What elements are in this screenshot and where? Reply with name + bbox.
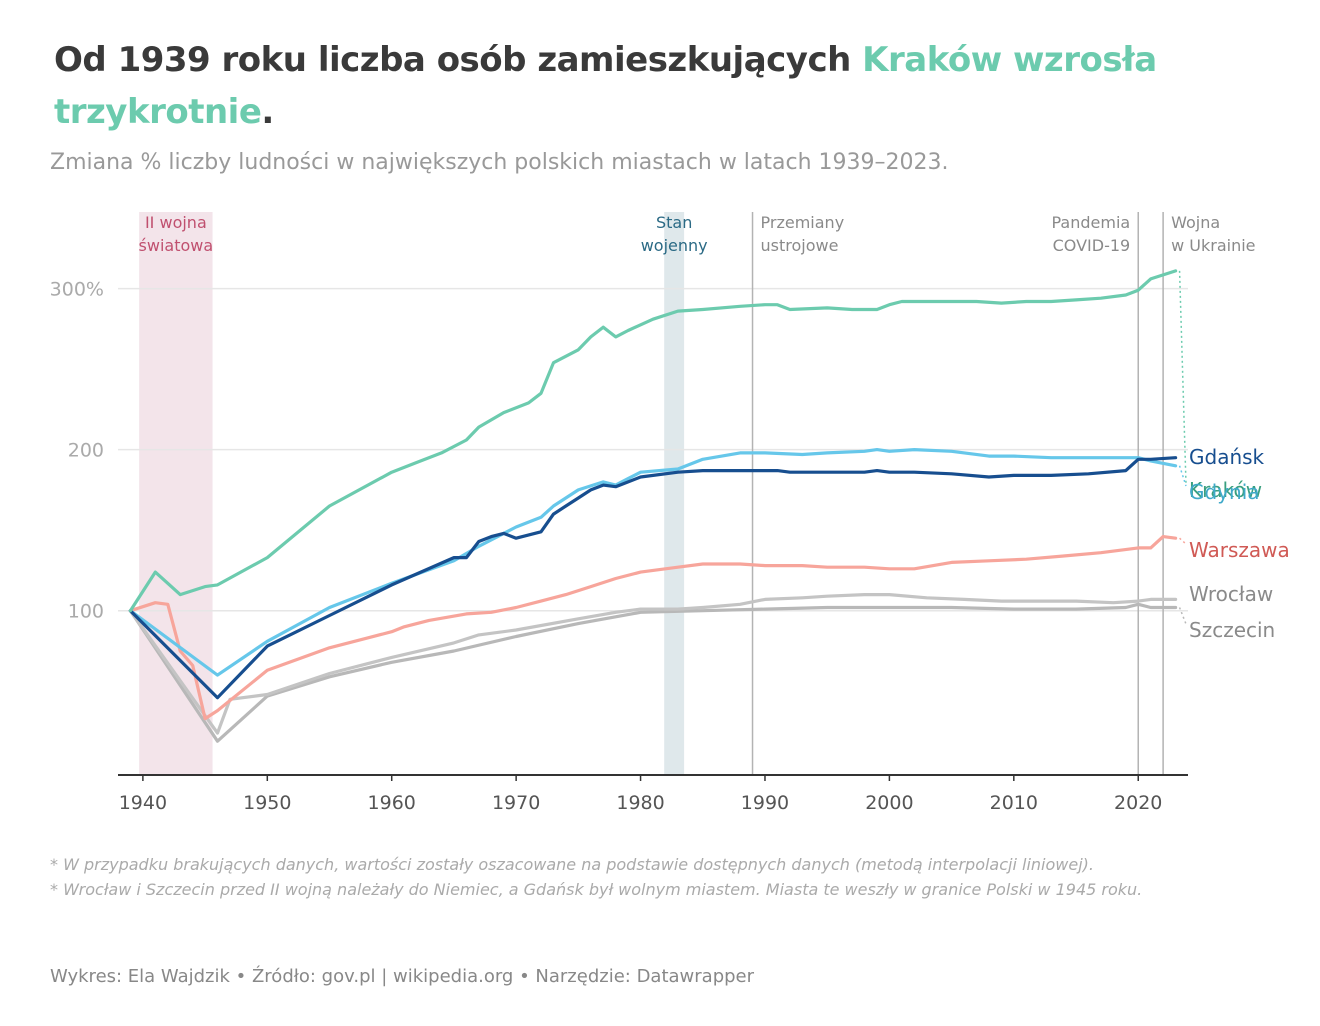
footnote-interpolation: * W przypadku brakujących danych, wartoś… xyxy=(50,855,1094,874)
title-part1: Od 1939 roku liczba osób zamieszkujących xyxy=(54,40,863,80)
y-tick-label: 300% xyxy=(50,279,104,301)
x-tick-label: 1980 xyxy=(616,792,664,814)
y-tick-label: 100 xyxy=(68,601,104,623)
series-line-wroclaw xyxy=(128,593,1178,735)
x-tick-label: 1940 xyxy=(119,792,167,814)
series-label-warszawa: Warszawa xyxy=(1189,538,1290,562)
title-part2: . xyxy=(261,92,274,132)
label-leader xyxy=(1178,465,1187,487)
range-label: Stan xyxy=(656,213,692,232)
range-label: wojenny xyxy=(641,236,708,255)
series-label-gdansk: Gdańsk xyxy=(1189,445,1265,469)
x-tick-label: 1960 xyxy=(368,792,416,814)
range-band xyxy=(664,212,685,775)
range-band xyxy=(139,212,213,775)
x-tick-label: 2000 xyxy=(865,792,913,814)
range-label: II wojna xyxy=(145,213,207,232)
series-line-krakow xyxy=(128,269,1178,613)
series-label-szczecin: Szczecin xyxy=(1189,618,1275,642)
x-tick-label: 1990 xyxy=(741,792,789,814)
series-label-krakow: Kraków xyxy=(1189,478,1262,502)
event-label: Przemiany xyxy=(761,213,845,232)
label-leader xyxy=(1178,270,1187,485)
event-label: w Ukrainie xyxy=(1171,236,1255,255)
credits: Wykres: Ela Wajdzik • Źródło: gov.pl | w… xyxy=(50,966,755,987)
event-label: Pandemia xyxy=(1052,213,1131,232)
footnote-borders: * Wrocław i Szczecin przed II wojną nale… xyxy=(50,880,1143,899)
event-label: Wojna xyxy=(1171,213,1220,232)
chart-subtitle: Zmiana % liczby ludności w największych … xyxy=(50,150,949,175)
x-tick-label: 1950 xyxy=(243,792,291,814)
series-label-gdynia: Gdynia xyxy=(1189,480,1260,504)
series-line-gdynia xyxy=(128,448,1178,677)
event-label: COVID-19 xyxy=(1053,236,1131,255)
range-label: światowa xyxy=(139,236,214,255)
footnotes: * W przypadku brakujących danych, wartoś… xyxy=(50,852,1200,902)
x-tick-label: 2020 xyxy=(1114,792,1162,814)
chart-title: Od 1939 roku liczba osób zamieszkujących… xyxy=(54,34,1254,138)
event-label: ustrojowe xyxy=(761,236,839,255)
series-line-szczecin xyxy=(128,602,1178,743)
x-tick-label: 1970 xyxy=(492,792,540,814)
title-highlight: Kraków wzrosła trzykrotnie xyxy=(54,40,1157,132)
series-line-warszawa xyxy=(128,535,1178,721)
y-tick-label: 200 xyxy=(68,440,104,462)
line-chart: II wojna światowa Stan wojenny 100 200 300% Prz… xyxy=(50,212,1290,814)
label-leader xyxy=(1179,537,1187,545)
x-tick-label: 2010 xyxy=(990,792,1038,814)
series-label-wroclaw: Wrocław xyxy=(1189,582,1273,606)
series-line-gdansk xyxy=(128,456,1178,700)
